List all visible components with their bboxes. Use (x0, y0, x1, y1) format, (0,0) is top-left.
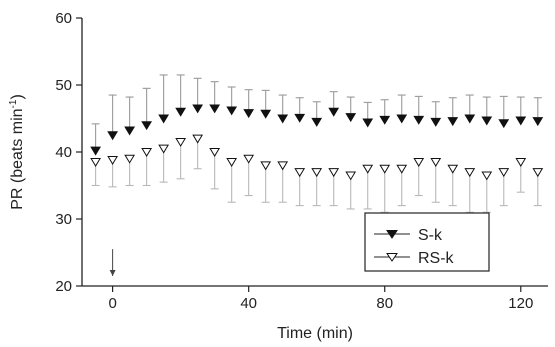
point-rs-k (192, 134, 204, 144)
point-rs-k (158, 144, 170, 154)
point-s-k (413, 115, 425, 125)
point-rs-k (413, 158, 425, 168)
point-rs-k (481, 171, 493, 181)
y-tick-label: 50 (55, 77, 72, 94)
arrow-head-icon (109, 269, 116, 276)
point-rs-k (311, 168, 323, 178)
error-bars (91, 74, 542, 213)
x-tick-label: 80 (376, 295, 393, 312)
point-s-k (124, 126, 136, 136)
point-rs-k (209, 148, 221, 157)
point-rs-k (90, 158, 101, 168)
point-rs-k (345, 171, 357, 181)
point-rs-k (464, 168, 476, 178)
y-tick-label: 60 (55, 10, 72, 27)
legend-marker-open-triangle-icon (386, 253, 398, 262)
x-tick-label: 0 (108, 295, 116, 312)
point-s-k (277, 114, 289, 124)
legend-item-rs-k: RS-k (374, 250, 455, 267)
point-rs-k (430, 158, 442, 168)
point-rs-k (362, 164, 374, 174)
point-rs-k (396, 164, 408, 174)
point-rs-k (226, 158, 238, 168)
point-s-k (481, 116, 493, 126)
point-s-k (447, 117, 459, 127)
y-tick-label: 30 (55, 211, 72, 228)
point-rs-k (175, 137, 187, 147)
point-rs-k (294, 168, 306, 178)
point-rs-k (260, 161, 272, 171)
x-axis-title: Time (min) (277, 325, 353, 342)
point-s-k (328, 107, 340, 117)
legend-box (364, 212, 490, 272)
point-s-k (175, 107, 187, 117)
point-s-k (294, 113, 306, 123)
point-rs-k (498, 168, 510, 178)
x-tick-label: 40 (240, 295, 257, 312)
point-s-k (226, 106, 238, 116)
y-tick-label: 40 (55, 144, 72, 161)
point-rs-k (243, 154, 255, 164)
point-s-k (345, 113, 357, 123)
point-rs-k (124, 154, 136, 164)
point-rs-k (447, 164, 459, 174)
point-rs-k (515, 158, 527, 168)
y-ticks: 20 30 40 50 60 (55, 10, 82, 295)
point-s-k (158, 114, 170, 124)
point-s-k (396, 114, 408, 124)
axes: 20 30 40 50 60 0 40 80 120 (55, 10, 548, 312)
legend-label-rs-k: RS-k (418, 250, 455, 267)
point-s-k (90, 146, 101, 156)
point-s-k (192, 104, 204, 114)
point-s-k (311, 117, 323, 127)
point-s-k (379, 115, 391, 125)
point-s-k (515, 116, 527, 126)
y-axis-title: PR (beats min-1) (8, 94, 26, 210)
x-ticks: 0 40 80 120 (108, 286, 533, 312)
y-axis-title-superscript: -1 (8, 99, 19, 108)
point-s-k (362, 118, 374, 128)
legend: S-k RS-k (364, 212, 490, 272)
y-axis-title-close: ) (9, 94, 26, 99)
point-rs-k (107, 156, 118, 166)
point-s-k (141, 121, 153, 131)
point-rs-k (141, 148, 153, 157)
time-marker-arrow (109, 249, 116, 276)
point-s-k (464, 114, 476, 124)
point-s-k (430, 117, 442, 127)
point-rs-k (277, 161, 289, 171)
point-s-k (498, 119, 510, 129)
point-s-k (532, 117, 544, 127)
point-s-k (209, 104, 221, 114)
x-tick-label: 120 (508, 295, 533, 312)
point-rs-k (379, 164, 391, 174)
point-s-k (107, 131, 118, 141)
legend-label-s-k: S-k (418, 227, 443, 244)
point-s-k (260, 109, 272, 119)
y-tick-label: 20 (55, 278, 72, 295)
point-rs-k (532, 168, 544, 178)
point-rs-k (328, 168, 340, 178)
legend-marker-filled-triangle-icon (386, 230, 398, 239)
point-s-k (243, 109, 255, 119)
y-axis-title-main: PR (beats min (9, 108, 26, 209)
legend-item-s-k: S-k (374, 227, 443, 244)
data-markers (90, 104, 544, 181)
